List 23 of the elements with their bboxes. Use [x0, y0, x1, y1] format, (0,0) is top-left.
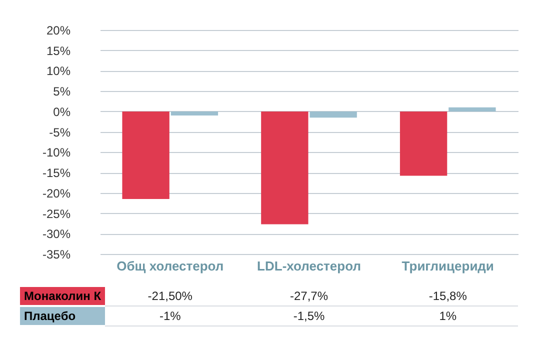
- text: Монаколин К: [24, 289, 102, 303]
- y-tick-label: 10%: [46, 64, 71, 78]
- y-tick-label: 15%: [46, 44, 71, 58]
- data-label: -21,50%: [148, 289, 193, 303]
- y-tick-label: -15%: [42, 166, 71, 180]
- y-tick-label: -20%: [42, 186, 71, 200]
- y-tick-label: -35%: [42, 248, 71, 262]
- y-tick-label: 20%: [46, 24, 71, 38]
- y-tick-label: -30%: [42, 227, 71, 242]
- y-tick-label: -25%: [42, 206, 71, 221]
- x-tick-label: LDL-холестерол: [257, 258, 361, 274]
- x-tick-label: Триглицериди: [402, 258, 494, 274]
- data-label: -1,5%: [293, 309, 325, 323]
- data-label: -15,8%: [428, 289, 468, 303]
- y-tick-label: 0%: [53, 104, 71, 119]
- y-tick-label: 5%: [53, 84, 71, 99]
- text: Плацебо: [24, 309, 76, 323]
- data-label: -27,7%: [290, 289, 328, 303]
- x-tick-label: Общ холестерол: [116, 258, 224, 274]
- y-tick-label: -5%: [49, 125, 71, 140]
- data-label: 1%: [439, 309, 457, 323]
- data-label: -1%: [159, 309, 182, 323]
- y-tick-label: -10%: [42, 146, 71, 160]
